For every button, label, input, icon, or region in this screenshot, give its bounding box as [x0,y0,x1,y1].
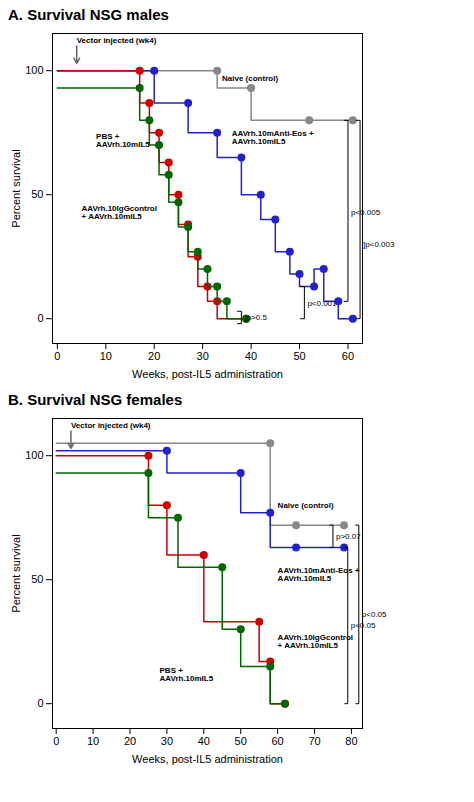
svg-text:40: 40 [245,350,257,362]
svg-text:60: 60 [271,735,283,747]
svg-text:20: 20 [124,735,136,747]
svg-text:p>0.07: p>0.07 [336,532,361,541]
svg-text:Vector injected (wk4): Vector injected (wk4) [77,36,157,45]
svg-text:p<0.05: p<0.05 [351,621,376,630]
svg-text:Percent survival: Percent survival [10,534,22,612]
svg-text:0: 0 [54,350,60,362]
svg-text:10: 10 [100,350,112,362]
svg-text:70: 70 [308,735,320,747]
svg-text:Naive (control): Naive (control) [278,501,334,510]
html-text:A. Survival NSG males: A. Survival NSG males [8,6,169,23]
svg-text:0: 0 [53,735,59,747]
svg-text:50: 50 [293,350,305,362]
svg-text:0: 0 [37,697,43,709]
svg-text:AAVrh.10IgGcontrol+ AAVrh.10mI: AAVrh.10IgGcontrol+ AAVrh.10mIL5 [82,204,157,221]
svg-text:10: 10 [87,735,99,747]
svg-text:50: 50 [31,573,43,585]
svg-text:20: 20 [148,350,160,362]
svg-text:60: 60 [342,350,354,362]
html-text:AAVrh.10mIL5: AAVrh.10mIL5 [277,574,332,584]
svg-text:PBS +AAVrh.10mIL5: PBS +AAVrh.10mIL5 [96,132,150,149]
svg-text:Percent survival: Percent survival [10,149,22,227]
svg-text:100: 100 [25,64,43,76]
svg-text:]p>0.5: ]p>0.5 [244,313,267,322]
svg-text:p<0.001: p<0.001 [307,299,337,308]
svg-text:PBS +AAVrh.10mIL5: PBS +AAVrh.10mIL5 [160,666,214,683]
svg-text:40: 40 [198,735,210,747]
svg-text:0: 0 [37,312,43,324]
svg-text:30: 30 [197,350,209,362]
svg-text:Vector injected (wk4): Vector injected (wk4) [71,421,151,430]
svg-text:Weeks, post-IL5 administration: Weeks, post-IL5 administration [132,368,283,380]
svg-text:AAVrh.10IgGcontrol+ AAVrh.10mI: AAVrh.10IgGcontrol+ AAVrh.10mIL5 [278,633,353,650]
svg-text:Weeks, post-IL5 administration: Weeks, post-IL5 administration [132,753,283,765]
svg-text:50: 50 [31,188,43,200]
html-text:AAVrh.10mAnti-Eos +: AAVrh.10mAnti-Eos + [277,566,360,576]
svg-text:p<0.05: p<0.05 [362,610,387,619]
svg-text:]p<0.003: ]p<0.003 [363,240,395,249]
svg-text:100: 100 [25,449,43,461]
html-text:B. Survival NSG females: B. Survival NSG females [8,391,183,408]
svg-text:Naive (control): Naive (control) [222,74,278,83]
svg-text:30: 30 [161,735,173,747]
svg-text:80: 80 [345,735,357,747]
svg-text:50: 50 [235,735,247,747]
svg-text:p<0.005: p<0.005 [351,208,381,217]
svg-text:AAVrh.10mAnti-Eos +AAVrh.10mIL: AAVrh.10mAnti-Eos +AAVrh.10mIL5 [232,129,314,146]
